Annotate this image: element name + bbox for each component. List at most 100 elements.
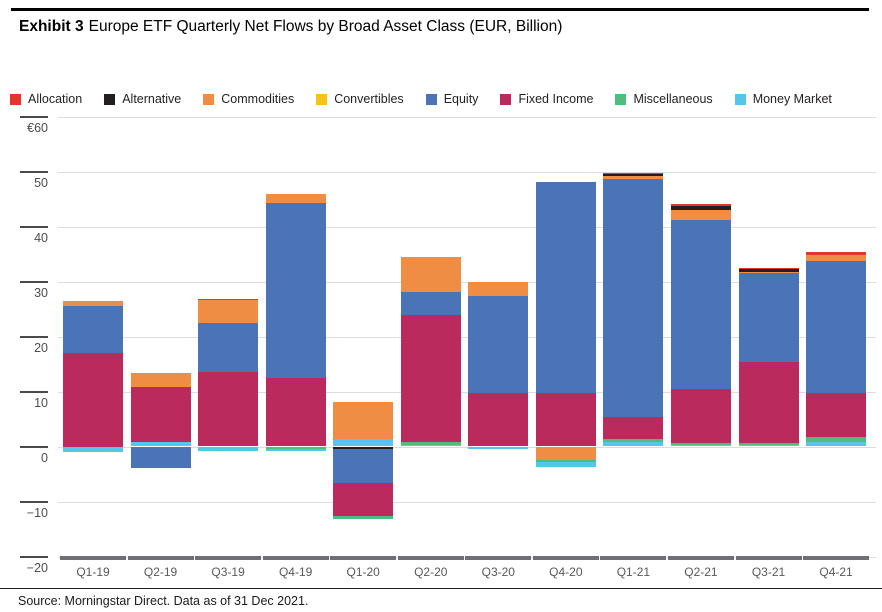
- bar-q4-21-money_market: [806, 441, 867, 447]
- bar-q1-20-money_market: [333, 438, 394, 447]
- x-tick-mark-q1-21: [600, 556, 667, 560]
- x-tick-label-q2-19: Q2-19: [143, 565, 178, 579]
- bar-q1-21-fixed_income: [603, 417, 664, 439]
- y-tick-label-0: 0: [41, 450, 48, 465]
- bar-q1-19-fixed_income: [63, 353, 123, 447]
- y-tick-mark-40: [20, 225, 48, 228]
- gridline-0: [58, 446, 876, 448]
- y-tick-label-10: 10: [34, 395, 48, 410]
- bar-q1-19-equity: [63, 305, 123, 353]
- x-tick-label-q1-20: Q1-20: [346, 565, 380, 579]
- exhibit-number: Exhibit 3: [19, 18, 84, 35]
- x-tick-mark-q2-21: [667, 556, 734, 560]
- y-tick-mark-0: [20, 445, 48, 448]
- bar-q1-20-commodities: [333, 401, 394, 439]
- x-tick-label-q3-19: Q3-19: [211, 565, 245, 579]
- chart-legend: Allocation Alternative Commodities Converti…: [10, 92, 854, 106]
- x-tick-mark-q4-19: [262, 556, 329, 560]
- bar-q4-20-equity: [535, 181, 596, 394]
- y-tick-label--20: −20: [26, 560, 48, 575]
- bar-q2-21-commodities: [670, 210, 731, 221]
- x-tick-label-q2-20: Q2-20: [414, 565, 448, 579]
- bar-q3-20-commodities: [468, 282, 529, 297]
- x-tick-mark-q3-21: [735, 556, 802, 560]
- bar-q3-19-fixed_income: [198, 371, 259, 447]
- legend-item-allocation: Allocation: [10, 92, 82, 106]
- bar-q2-21-miscellaneous: [670, 443, 731, 446]
- y-tick-label-40: 40: [34, 230, 48, 245]
- x-tick-mark-q1-19: [60, 556, 126, 560]
- gridline-30: [58, 281, 876, 283]
- bar-q1-19-money_market: [63, 446, 123, 452]
- bar-q3-19-allocation: [198, 298, 259, 301]
- gridline-20: [58, 336, 876, 338]
- bar-q1-21-alternative: [603, 174, 664, 177]
- bar-q4-21-equity: [806, 260, 867, 394]
- x-tick-mark-q2-19: [127, 556, 194, 560]
- legend-label-allocation: Allocation: [28, 92, 83, 106]
- legend-label-fixed_income: Fixed Income: [518, 92, 594, 106]
- legend-swatch-allocation: [10, 93, 21, 105]
- bar-q4-19-commodities: [265, 194, 326, 203]
- legend-item-money_market: Money Market: [734, 92, 832, 106]
- chart-title: Exhibit 3 Europe ETF Quarterly Net Flows …: [19, 18, 562, 36]
- bar-q3-19-commodities: [198, 300, 259, 324]
- legend-label-commodities: Commodities: [221, 92, 295, 106]
- bar-q1-21-miscellaneous: [603, 438, 664, 443]
- bar-q3-19-equity: [198, 323, 259, 372]
- legend-swatch-equity: [425, 93, 437, 105]
- y-tick-mark--20: [20, 555, 48, 558]
- bar-q1-20-alternative: [333, 446, 394, 449]
- x-tick-label-q1-21: Q1-21: [616, 565, 651, 579]
- bar-q2-21-allocation: [670, 203, 731, 206]
- legend-swatch-miscellaneous: [615, 93, 627, 105]
- bar-q4-20-money_market: [535, 462, 596, 467]
- bar-q4-19-fixed_income: [265, 378, 326, 447]
- gridline-40: [58, 226, 876, 228]
- y-tick-label-20: 20: [34, 340, 48, 355]
- top-rule: [11, 8, 869, 11]
- legend-label-equity: Equity: [443, 92, 479, 106]
- chart-title-text: Europe ETF Quarterly Net Flows by Broad …: [88, 18, 563, 35]
- bar-q4-20-miscellaneous: [535, 459, 596, 463]
- legend-label-money_market: Money Market: [752, 92, 832, 106]
- x-tick-label-q2-21: Q2-21: [684, 565, 718, 579]
- x-tick-mark-q3-19: [195, 556, 262, 560]
- bar-q3-20-fixed_income: [468, 392, 529, 447]
- bar-q2-21-equity: [670, 220, 731, 390]
- legend-label-convertibles: Convertibles: [334, 92, 404, 106]
- y-tick-mark--10: [20, 500, 48, 503]
- x-tick-mark-q4-21: [803, 556, 870, 560]
- bar-q1-21-money_market: [603, 442, 664, 447]
- source-divider: [0, 588, 882, 589]
- bar-q2-19-money_market: [130, 441, 191, 447]
- bar-q2-20-money_market: [400, 444, 461, 447]
- gridline-60: [58, 116, 876, 118]
- bar-q3-21-alternative: [738, 269, 799, 272]
- x-tick-mark-q2-20: [397, 556, 464, 560]
- bar-q4-19-money_market: [265, 449, 326, 452]
- y-tick-label-60: €60: [27, 120, 48, 135]
- bar-q3-21-commodities: [738, 271, 799, 274]
- y-tick-label--10: −10: [26, 505, 48, 520]
- legend-swatch-alternative: [104, 93, 116, 105]
- y-tick-mark-60: [20, 115, 48, 118]
- gridline-10: [58, 391, 876, 393]
- x-tick-label-q4-19: Q4-19: [278, 565, 313, 579]
- legend-item-commodities: Commodities: [203, 92, 294, 106]
- bar-q1-21-equity: [603, 179, 664, 418]
- source-text: Source: Morningstar Direct. Data as of 3…: [18, 594, 309, 608]
- bar-q2-21-fixed_income: [670, 389, 731, 444]
- x-tick-label-q4-20: Q4-20: [549, 565, 583, 579]
- x-tick-mark-q4-20: [532, 556, 599, 560]
- y-tick-mark-30: [20, 280, 48, 283]
- y-tick-label-50: 50: [34, 175, 48, 190]
- x-tick-label-q4-21: Q4-21: [819, 565, 853, 579]
- bar-q1-20-equity: [333, 448, 394, 484]
- bar-q2-20-commodities: [400, 256, 461, 292]
- y-tick-mark-50: [20, 170, 48, 173]
- legend-swatch-convertibles: [316, 93, 328, 105]
- bar-q1-21-allocation: [603, 172, 664, 175]
